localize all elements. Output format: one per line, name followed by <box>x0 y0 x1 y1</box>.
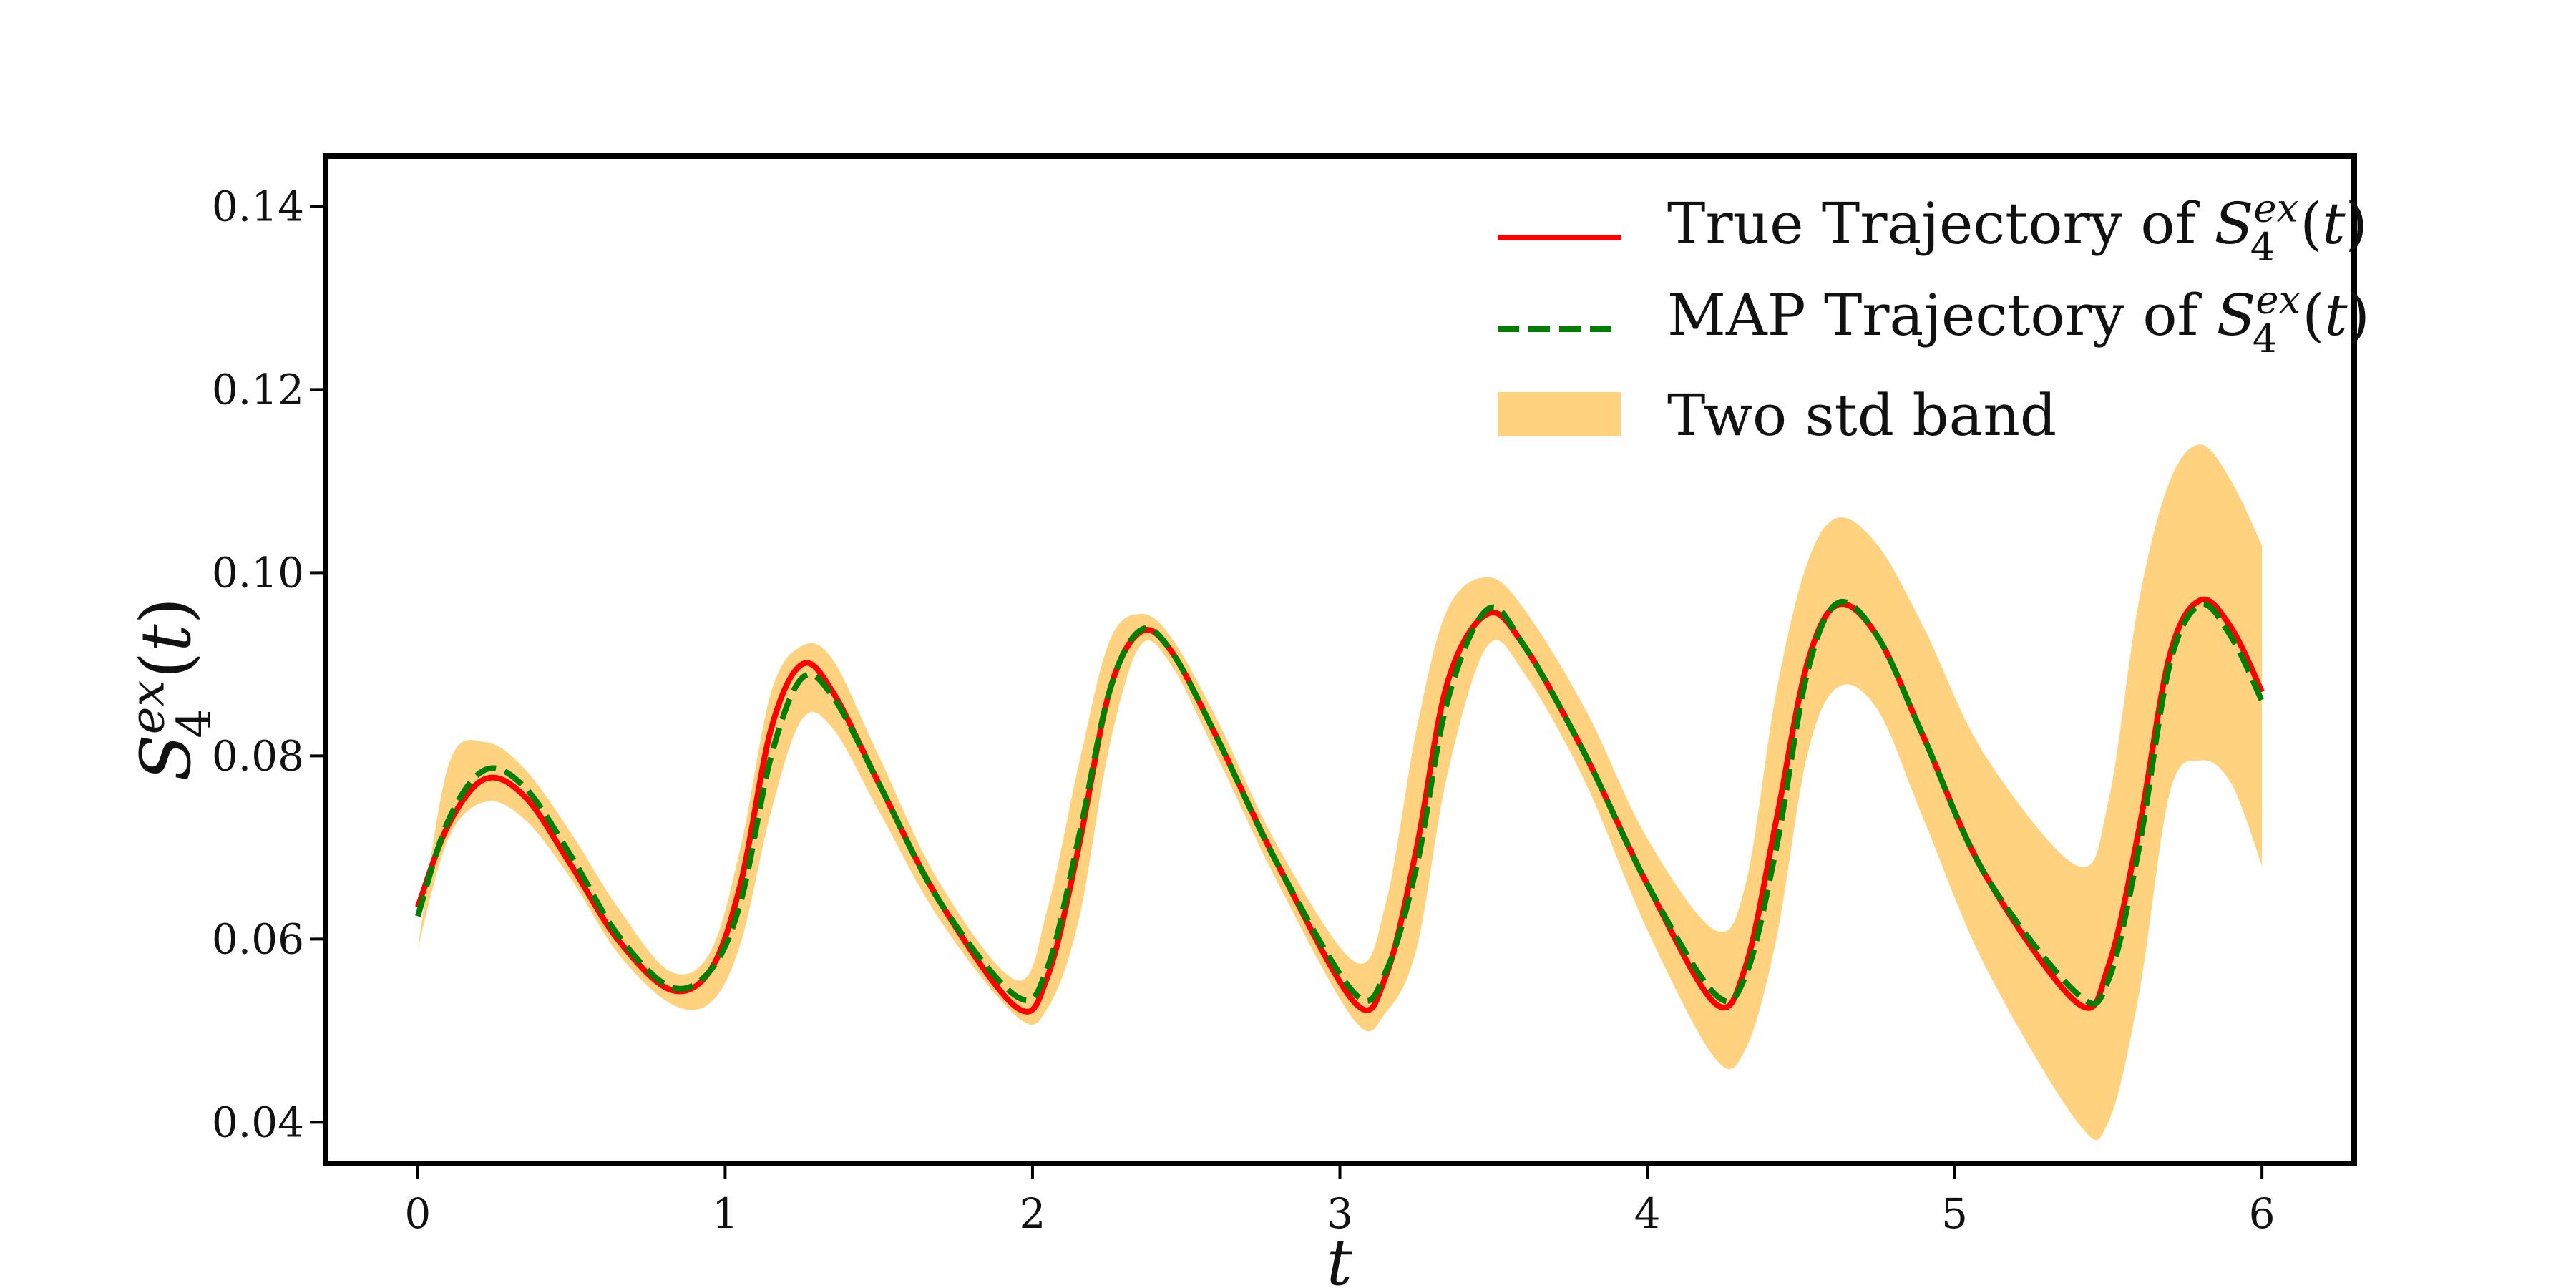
band-layer <box>417 444 2263 1141</box>
legend-swatch-band <box>1498 392 1621 436</box>
two-std-band <box>417 444 2263 1141</box>
map-trajectory-line <box>415 599 2265 1007</box>
y-tick-label: 0.08 <box>212 731 304 780</box>
plot-frame <box>323 153 2357 1166</box>
y-axis-label: Sex4(t) <box>121 597 222 781</box>
x-tick-label: 5 <box>1941 1189 1968 1238</box>
y-tick-label: 0.06 <box>212 914 304 963</box>
legend-label: MAP Trajectory of Sex 4 (t) <box>1667 278 2370 361</box>
y-tick-label: 0.12 <box>212 365 304 414</box>
x-tick-label: 4 <box>1634 1189 1661 1238</box>
y-tick-label: 0.04 <box>212 1098 304 1146</box>
legend: True Trajectory of Sex 4 (t)MAP Trajectory… <box>1498 186 2370 449</box>
legend-label: Two std band <box>1667 382 2057 449</box>
y-tick-label: 0.14 <box>212 182 304 230</box>
x-tick-label: 6 <box>2249 1189 2275 1238</box>
series-layer <box>415 596 2265 1015</box>
legend-label: True Trajectory of Sex 4 (t) <box>1667 186 2368 270</box>
x-tick-label: 2 <box>1020 1189 1046 1238</box>
x-tick-label: 3 <box>1327 1189 1353 1238</box>
x-axis-label: t <box>1327 1225 1353 1288</box>
x-tick-label: 1 <box>712 1189 738 1238</box>
x-axis: 0 1 2 3 4 5 6 <box>404 1166 2275 1238</box>
math-label: Sex4(t) <box>121 597 222 781</box>
y-axis: 0.04 0.06 0.08 0.10 0.12 0.14 <box>212 182 323 1146</box>
x-tick-label: 0 <box>404 1189 431 1238</box>
y-tick-label: 0.10 <box>212 548 304 597</box>
